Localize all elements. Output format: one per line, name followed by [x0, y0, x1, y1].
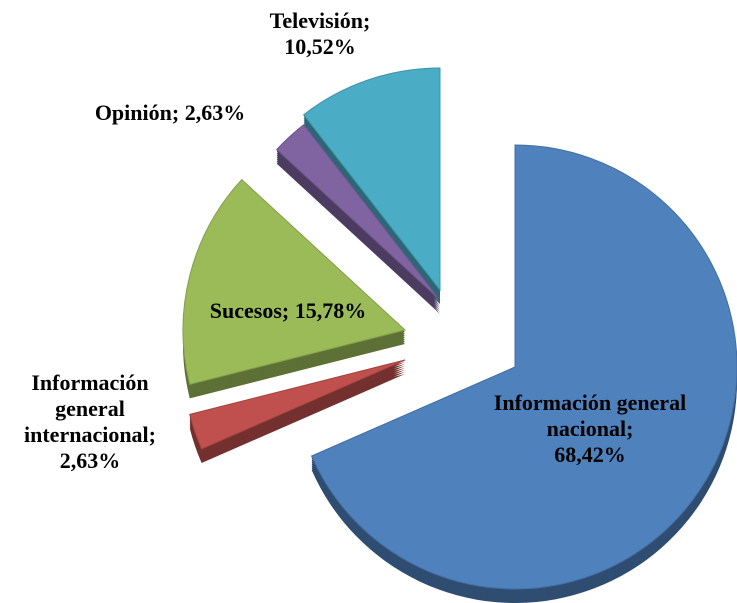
category-name: Opinión — [94, 100, 172, 125]
value-label: 2,63% — [184, 100, 246, 125]
data-label: Sucesos; 15,78% — [168, 298, 408, 324]
category-name: Sucesos — [209, 298, 282, 323]
label-separator: ; — [171, 100, 180, 125]
category-name: Información general nacional — [493, 390, 687, 441]
label-separator: ; — [281, 298, 290, 323]
slice — [189, 359, 406, 450]
label-separator: ; — [626, 416, 634, 441]
slice — [182, 178, 407, 385]
category-name: Información general internacional — [24, 370, 149, 447]
data-label: Opinión; 2,63% — [60, 100, 280, 126]
value-label: 10,52% — [284, 34, 356, 59]
value-label: 2,63% — [59, 448, 121, 473]
slice — [276, 124, 441, 301]
value-label: 68,42% — [554, 442, 626, 467]
value-label: 15,78% — [294, 298, 367, 323]
label-separator: ; — [363, 8, 371, 33]
slice — [310, 144, 737, 590]
data-label: Televisión; 10,52% — [230, 8, 410, 60]
data-label: Información general nacional; 68,42% — [480, 390, 700, 468]
label-separator: ; — [148, 422, 156, 447]
slice — [302, 67, 441, 292]
data-label: Información general internacional; 2,63% — [0, 370, 180, 474]
category-name: Televisión — [269, 8, 363, 33]
